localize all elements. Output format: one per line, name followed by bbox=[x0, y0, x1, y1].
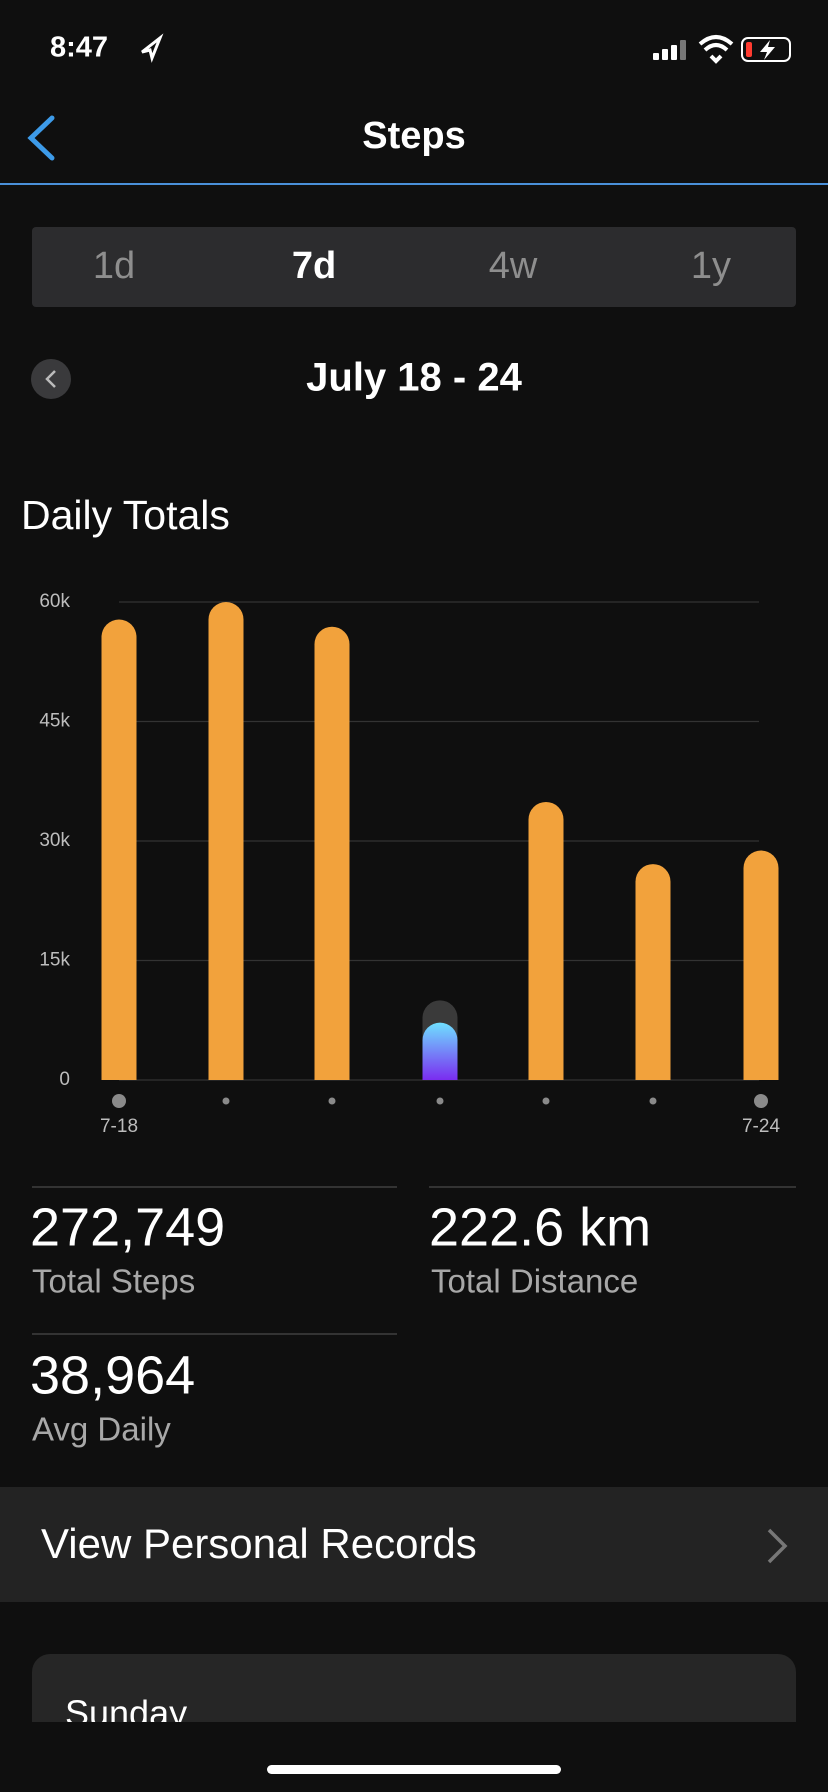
tab[interactable]: 4w bbox=[489, 245, 538, 287]
tab[interactable]: 1y bbox=[691, 245, 731, 287]
home-indicator bbox=[267, 1765, 561, 1774]
bar bbox=[208, 602, 244, 1080]
x-dot bbox=[222, 1097, 230, 1105]
prev-week-button[interactable] bbox=[31, 359, 71, 399]
tab[interactable]: 7d bbox=[292, 245, 336, 287]
bar bbox=[743, 850, 779, 1080]
chart-title: Daily Totals bbox=[21, 492, 230, 538]
bar bbox=[635, 864, 671, 1080]
y-tick-label: 45k bbox=[39, 711, 70, 732]
x-dot bbox=[542, 1097, 550, 1105]
stat-value: 38,964 bbox=[30, 1345, 195, 1405]
tab-bar bbox=[32, 227, 796, 307]
x-dot bbox=[112, 1094, 126, 1108]
y-tick-label: 15k bbox=[39, 950, 70, 971]
y-tick-label: 60k bbox=[39, 591, 70, 612]
stat-label: Avg Daily bbox=[32, 1411, 171, 1448]
bar-in-progress bbox=[422, 1022, 458, 1080]
date-range: July 18 - 24 bbox=[306, 356, 522, 400]
y-tick-label: 30k bbox=[39, 830, 70, 851]
battery-level bbox=[746, 42, 752, 57]
stat-value: 222.6 km bbox=[429, 1197, 651, 1257]
bar bbox=[528, 801, 564, 1080]
x-dot bbox=[649, 1097, 657, 1105]
chevron bbox=[767, 1528, 788, 1564]
bar bbox=[314, 626, 350, 1080]
status-time: 8:47 bbox=[50, 32, 108, 64]
y-tick-label: 0 bbox=[59, 1069, 70, 1090]
day-card-title: Sunday bbox=[65, 1693, 187, 1734]
records-link: View Personal Records bbox=[41, 1520, 477, 1567]
wifi-icon bbox=[698, 35, 734, 64]
x-dot bbox=[328, 1097, 336, 1105]
prev-icon bbox=[45, 370, 56, 388]
stat-value: 272,749 bbox=[30, 1197, 225, 1257]
stat-label: Total Distance bbox=[431, 1263, 638, 1300]
x-dot bbox=[754, 1094, 768, 1108]
bar bbox=[101, 619, 137, 1080]
records-row[interactable] bbox=[0, 1487, 828, 1602]
back-button[interactable] bbox=[27, 115, 55, 161]
header-title: Steps bbox=[362, 115, 465, 157]
signal-icon bbox=[653, 40, 686, 60]
x-tick-label: 7-24 bbox=[742, 1116, 780, 1137]
x-tick-label: 7-18 bbox=[100, 1116, 138, 1137]
day-card[interactable] bbox=[32, 1654, 796, 1792]
x-dot bbox=[436, 1097, 444, 1105]
tab[interactable]: 1d bbox=[93, 245, 135, 287]
location-icon bbox=[141, 33, 164, 63]
stat-label: Total Steps bbox=[32, 1263, 195, 1300]
battery-icon bbox=[741, 37, 791, 62]
charging-icon bbox=[760, 40, 775, 60]
